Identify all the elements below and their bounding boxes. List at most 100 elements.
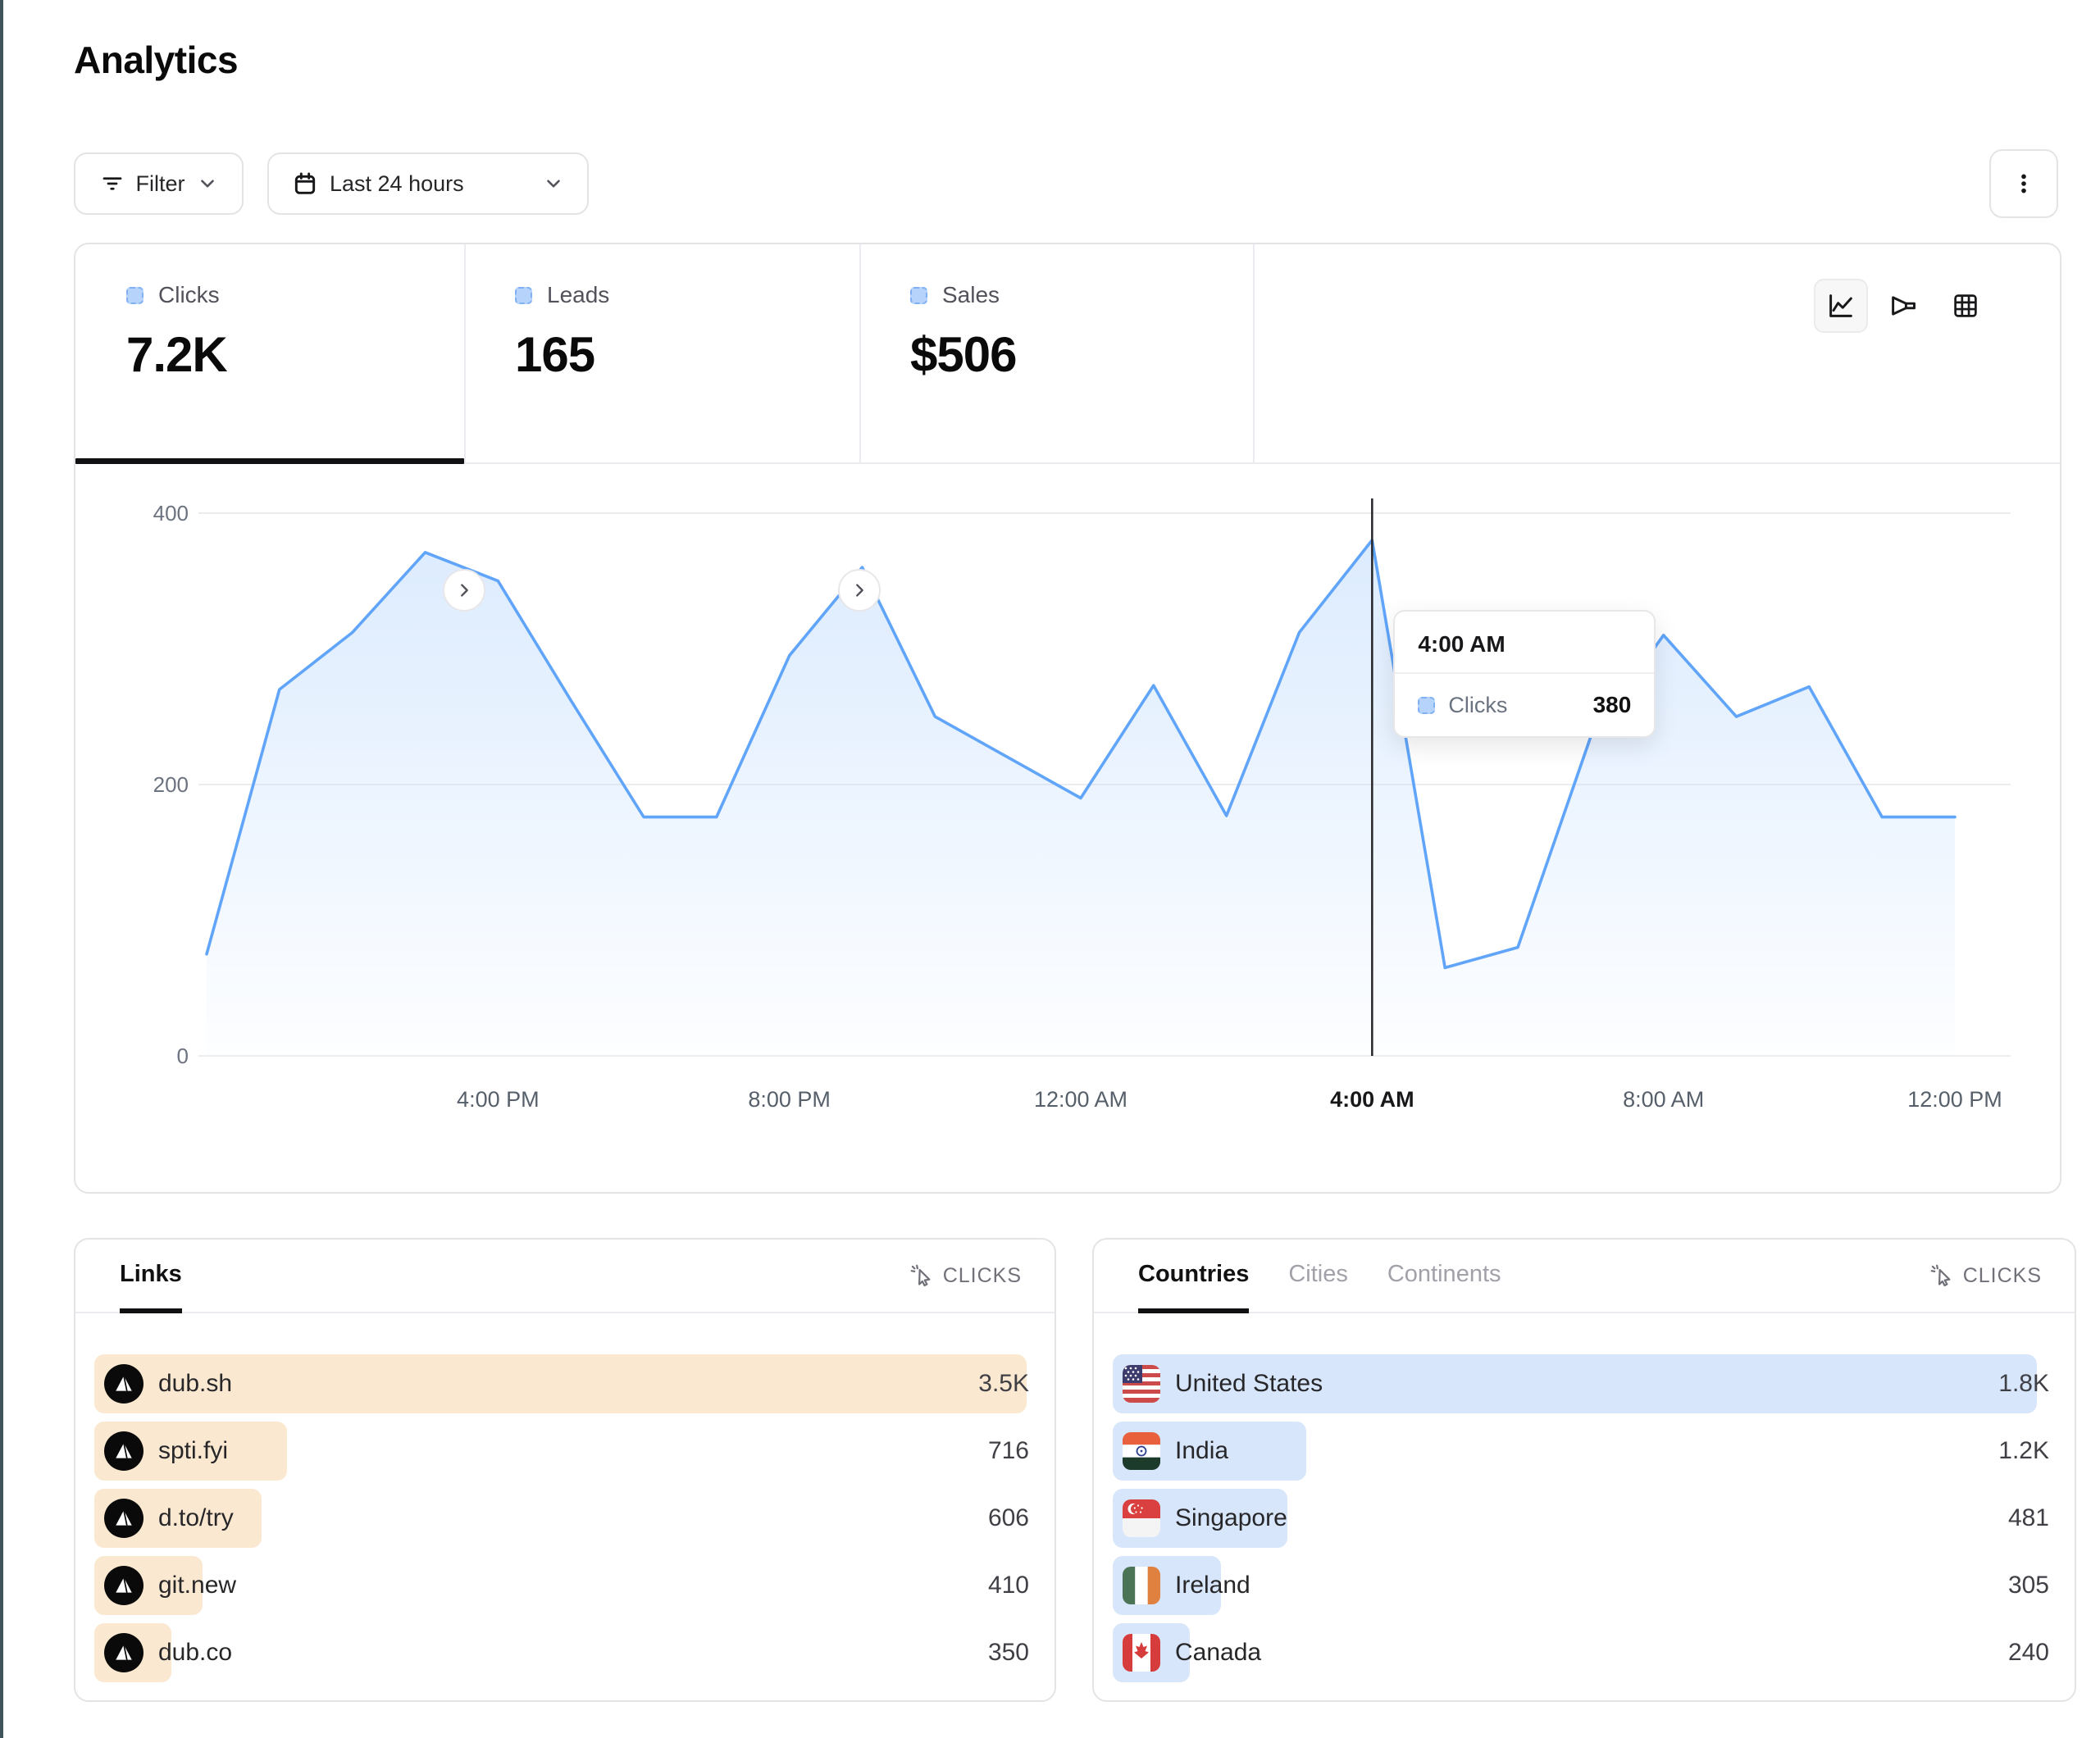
svg-text:8:00 PM: 8:00 PM: [748, 1087, 831, 1112]
dub-logo-icon: [104, 1566, 143, 1605]
list-item-label: Canada: [1175, 1639, 1262, 1666]
list-item[interactable]: spti.fyi 716: [94, 1422, 1036, 1481]
us-flag-icon: [1123, 1365, 1160, 1403]
countries-card-header: Countries Cities Continents CLICKS: [1094, 1240, 2075, 1313]
in-flag-icon: [1123, 1432, 1160, 1470]
list-item-value: 481: [2007, 1504, 2049, 1531]
cursor-click-icon: [1930, 1264, 1953, 1287]
stat-value: $506: [910, 327, 1017, 382]
countries-list: United States 1.8K India 1.2K Singapore …: [1113, 1354, 2056, 1682]
list-item-value: 350: [987, 1639, 1029, 1666]
dub-logo-icon: [104, 1499, 143, 1538]
date-range-label: Last 24 hours: [330, 171, 464, 196]
page-title: Analytics: [74, 39, 239, 81]
list-item-value: 305: [2007, 1572, 2049, 1599]
tab-countries[interactable]: Countries: [1138, 1240, 1250, 1313]
list-item-value: 3.5K: [978, 1370, 1029, 1397]
svg-text:8:00 AM: 8:00 AM: [1623, 1087, 1704, 1112]
divider: [1253, 244, 1255, 462]
tab-cities[interactable]: Cities: [1288, 1260, 1348, 1287]
filter-button[interactable]: Filter: [74, 152, 244, 215]
tab-leads[interactable]: Leads 165: [464, 244, 859, 462]
list-item-label: Ireland: [1175, 1572, 1250, 1599]
svg-text:4:00 AM: 4:00 AM: [1330, 1087, 1414, 1112]
stat-label: Clicks: [158, 282, 220, 307]
stats-tabs-row: Clicks 7.2K Leads 165: [75, 244, 2060, 612]
tooltip-time-label: 4:00 AM: [1395, 612, 1655, 674]
list-item[interactable]: Ireland 305: [1113, 1556, 2056, 1615]
expand-clicks-button[interactable]: [443, 569, 485, 612]
tooltip-series-swatch: [1418, 696, 1436, 714]
list-item[interactable]: d.to/try 606: [94, 1489, 1036, 1548]
divider: [859, 244, 861, 462]
funnel-view-button[interactable]: [1876, 279, 1930, 333]
list-item-value: 1.2K: [1998, 1437, 2049, 1464]
list-item-value: 410: [987, 1572, 1029, 1599]
chevron-down-icon: [543, 173, 564, 194]
svg-text:12:00 PM: 12:00 PM: [1907, 1087, 2002, 1112]
calendar-icon: [292, 171, 318, 197]
list-item[interactable]: Singapore 481: [1113, 1489, 2056, 1548]
list-item[interactable]: git.new 410: [94, 1556, 1036, 1615]
list-item-label: dub.sh: [158, 1370, 233, 1397]
line-chart-view-button[interactable]: [1814, 279, 1868, 333]
stat-label: Leads: [547, 282, 610, 307]
table-view-button[interactable]: [1938, 279, 1993, 333]
list-item-value: 606: [987, 1504, 1029, 1531]
list-item-value: 240: [2007, 1639, 2049, 1666]
metric-label-text: CLICKS: [942, 1263, 1022, 1287]
tab-clicks[interactable]: Clicks 7.2K: [75, 244, 464, 464]
list-item-label: dub.co: [158, 1639, 233, 1666]
links-card-header: Links CLICKS: [75, 1240, 1055, 1313]
cursor-click-icon: [910, 1264, 933, 1287]
list-item[interactable]: dub.sh 3.5K: [94, 1354, 1036, 1413]
list-item-label: git.new: [158, 1572, 237, 1599]
svg-text:12:00 AM: 12:00 AM: [1034, 1087, 1127, 1112]
dub-logo-icon: [104, 1364, 143, 1404]
list-item-label: United States: [1175, 1370, 1323, 1397]
metric-label-text: CLICKS: [1962, 1263, 2042, 1287]
date-range-button[interactable]: Last 24 hours: [267, 152, 589, 215]
svg-text:400: 400: [153, 501, 189, 525]
svg-text:0: 0: [177, 1044, 189, 1068]
stat-value: 7.2K: [126, 327, 228, 382]
tab-sales[interactable]: Sales $506: [859, 244, 1253, 462]
countries-card: Countries Cities Continents CLICKS Unite…: [1092, 1238, 2076, 1702]
list-item[interactable]: Canada 240: [1113, 1623, 2056, 1682]
clicks-time-series-chart[interactable]: 0 200 400 4:00 PM 8:00 PM 12:00 AM 4:00 AM 8:00…: [75, 464, 2060, 1192]
sg-flag-icon: [1123, 1499, 1160, 1537]
line-chart-icon: [1826, 291, 1856, 321]
sales-legend-swatch: [910, 286, 927, 304]
kebab-menu-icon: [2011, 171, 2037, 197]
filter-lines-icon: [100, 171, 125, 196]
list-item-label: spti.fyi: [158, 1437, 229, 1464]
divider: [464, 244, 466, 462]
list-item[interactable]: United States 1.8K: [1113, 1354, 2056, 1413]
list-item[interactable]: India 1.2K: [1113, 1422, 2056, 1481]
list-item-value: 1.8K: [1998, 1370, 2049, 1397]
expand-leads-button[interactable]: [838, 569, 881, 612]
svg-text:200: 200: [153, 772, 189, 797]
links-list: dub.sh 3.5K spti.fyi 716 d.to/try 606 gi…: [94, 1354, 1036, 1682]
clicks-legend-swatch: [126, 286, 143, 304]
chart-tooltip: 4:00 AM Clicks 380: [1393, 610, 1656, 738]
area-chart-canvas: 0 200 400 4:00 PM 8:00 PM 12:00 AM 4:00 AM 8:00…: [153, 498, 2011, 1112]
links-card: Links CLICKS dub.sh 3.5K spti.fyi: [74, 1238, 1056, 1702]
stat-label: Sales: [942, 282, 1000, 307]
list-item-label: Singapore: [1175, 1504, 1287, 1531]
filter-button-label: Filter: [135, 171, 185, 196]
countries-metric-selector[interactable]: CLICKS: [1930, 1240, 2042, 1312]
dub-logo-icon: [104, 1633, 143, 1672]
chart-type-toggle: [1814, 279, 1993, 333]
stat-value: 165: [515, 327, 595, 382]
tab-continents[interactable]: Continents: [1387, 1260, 1501, 1287]
tab-links[interactable]: Links: [120, 1240, 182, 1313]
funnel-chart-icon: [1888, 291, 1918, 321]
links-metric-selector[interactable]: CLICKS: [910, 1240, 1022, 1312]
more-options-button[interactable]: [1989, 149, 2058, 218]
list-item[interactable]: dub.co 350: [94, 1623, 1036, 1682]
value-bar: [1113, 1354, 2037, 1413]
dub-logo-icon: [104, 1431, 143, 1471]
list-item-label: India: [1175, 1437, 1229, 1464]
